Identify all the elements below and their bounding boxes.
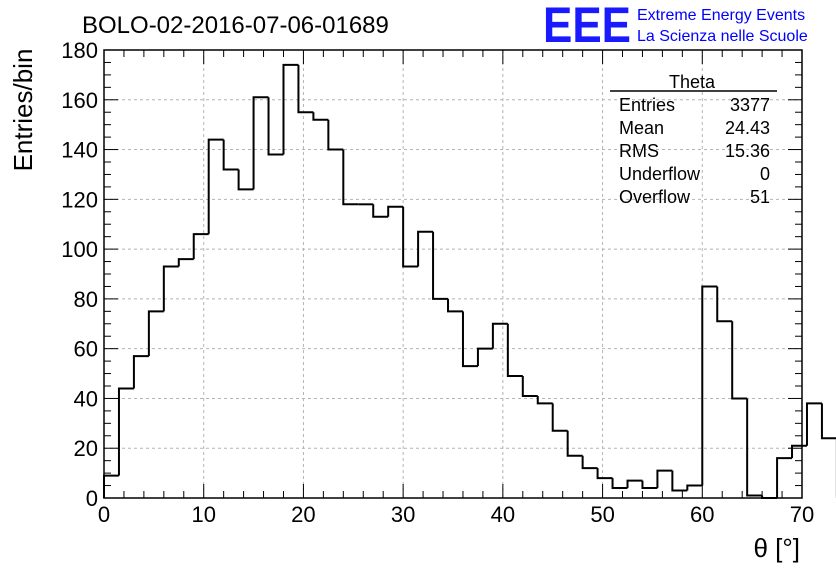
histogram-bin xyxy=(746,398,763,497)
histogram-bin xyxy=(282,63,299,155)
x-tick-label: 40 xyxy=(491,502,515,527)
histogram-bin xyxy=(237,169,254,191)
chart-title: BOLO-02-2016-07-06-01689 xyxy=(82,12,389,39)
histogram-bin xyxy=(252,96,269,190)
histogram-bin xyxy=(147,310,164,357)
histogram-bin xyxy=(222,139,239,171)
y-tick-label: 80 xyxy=(74,287,98,312)
y-tick-label: 180 xyxy=(61,38,98,63)
eee-logo-mark: EEE xyxy=(543,0,631,53)
histogram-bin xyxy=(461,311,478,368)
histogram-bin xyxy=(671,470,688,492)
histogram-bin xyxy=(776,457,793,498)
x-tick-label: 50 xyxy=(590,502,614,527)
histogram-bin xyxy=(207,138,224,235)
histogram-bin xyxy=(506,323,523,378)
histogram-bin xyxy=(731,321,748,400)
y-tick-label: 120 xyxy=(61,187,98,212)
y-axis-title: Entries/bin xyxy=(8,49,38,172)
stats-row-label: Mean xyxy=(619,118,664,138)
stats-row-value: 3377 xyxy=(730,95,770,115)
y-tick-label: 160 xyxy=(61,88,98,113)
histogram-bin xyxy=(327,119,344,151)
histogram-bin xyxy=(476,347,493,367)
stats-row-label: Entries xyxy=(619,95,675,115)
histogram-bin xyxy=(132,355,149,389)
histogram-bin xyxy=(491,322,508,349)
histogram-bin xyxy=(387,205,404,217)
x-tick-label: 10 xyxy=(191,502,215,527)
y-tick-label: 60 xyxy=(74,337,98,362)
histogram-bin xyxy=(432,231,449,300)
plot-frame xyxy=(103,49,803,499)
histogram-bin xyxy=(103,474,119,498)
stats-row-value: 15.36 xyxy=(725,141,770,161)
eee-logo: EEE Extreme Energy Events La Scienza nel… xyxy=(543,0,808,53)
histogram-bin xyxy=(402,206,419,268)
axis-ticks xyxy=(103,49,803,499)
histogram-bin xyxy=(581,455,598,470)
y-tick-label: 20 xyxy=(74,436,98,461)
histogram-bin xyxy=(820,403,836,440)
grid xyxy=(104,49,802,498)
histogram-bin xyxy=(372,204,389,218)
histogram-bin xyxy=(686,484,703,491)
histogram-bin xyxy=(417,230,434,267)
eee-logo-line1: Extreme Energy Events xyxy=(637,7,805,24)
histogram-bin xyxy=(656,469,673,489)
x-tick-label: 70 xyxy=(790,502,814,527)
histogram-bin xyxy=(117,387,134,476)
x-tick-label: 30 xyxy=(391,502,415,527)
x-tick-label: 60 xyxy=(690,502,714,527)
stats-row-value: 0 xyxy=(760,164,770,184)
y-tick-label: 100 xyxy=(61,237,98,262)
y-tick-label: 0 xyxy=(86,486,98,511)
stats-box: Theta Entries 3377 Mean 24.43 RMS 15.36 Underf… xyxy=(610,72,777,207)
histogram-bin xyxy=(297,64,314,114)
stats-box-title: Theta xyxy=(669,72,716,92)
histogram-bin xyxy=(641,480,658,490)
x-tick-label: 20 xyxy=(291,502,315,527)
histogram-bin xyxy=(447,298,463,313)
histogram-bin xyxy=(177,258,194,267)
y-tick-label: 140 xyxy=(61,138,98,163)
histogram-bin xyxy=(596,468,613,480)
x-tick-label: 0 xyxy=(98,502,110,527)
histogram-bin xyxy=(342,149,359,206)
histogram-bin xyxy=(701,285,718,486)
y-tick-labels: 0 20 40 60 80 100 120 140 160 180 xyxy=(61,38,98,511)
histogram-bin xyxy=(162,265,179,312)
stats-row-value: 51 xyxy=(750,187,770,207)
histogram-bin xyxy=(626,479,643,489)
y-tick-label: 40 xyxy=(74,386,98,411)
histogram-bin xyxy=(566,430,583,457)
stats-row-label: RMS xyxy=(619,141,659,161)
x-tick-labels: 0 10 20 30 40 50 60 70 xyxy=(98,502,814,527)
histogram-bin xyxy=(312,112,329,121)
histogram-bin xyxy=(791,444,807,459)
histogram-bin xyxy=(716,286,733,323)
stats-row-label: Underflow xyxy=(619,164,701,184)
histogram-bin xyxy=(536,395,553,405)
histogram-bin xyxy=(267,97,284,156)
histogram-bin xyxy=(192,233,209,260)
plot-frame-rect xyxy=(103,49,803,499)
x-axis-title: θ [°] xyxy=(753,533,800,563)
stats-row-label: Overflow xyxy=(619,187,691,207)
histogram-bin xyxy=(551,403,568,432)
histogram-bin xyxy=(521,376,538,397)
histogram-bin xyxy=(611,478,628,490)
stats-row-value: 24.43 xyxy=(725,118,770,138)
stats-rows: Entries 3377 Mean 24.43 RMS 15.36 Underflow 0 Ov… xyxy=(619,95,770,207)
eee-logo-line2: La Scienza nelle Scuole xyxy=(637,28,808,45)
histogram-bin xyxy=(805,402,822,446)
